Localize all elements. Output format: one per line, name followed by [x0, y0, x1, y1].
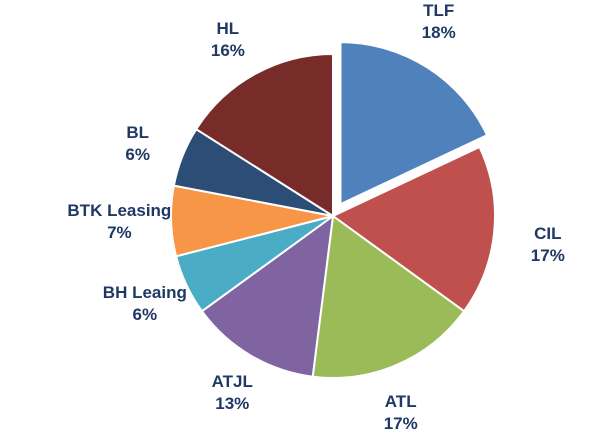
slice-name-btk-leasing: BTK Leasing — [67, 201, 172, 221]
slice-name-atl: ATL — [384, 391, 417, 411]
slice-label-atjl: ATJL 13% — [212, 371, 253, 415]
slice-percent-atl: 17% — [383, 413, 418, 433]
slice-label-bh-leaing: BH Leaing 6% — [103, 282, 187, 326]
slice-percent-atjl: 13% — [215, 394, 250, 414]
pie-slices — [170, 41, 496, 379]
slice-label-btk-leasing: BTK Leasing 7% — [67, 200, 171, 244]
slice-percent-cil: 17% — [530, 246, 565, 266]
slice-name-cil: CIL — [534, 224, 562, 244]
pie-slice-hl — [194, 52, 334, 218]
slice-percent-tlf: 18% — [421, 23, 456, 43]
slice-percent-btk-leasing: 7% — [107, 223, 132, 243]
slice-label-atl: ATL 17% — [384, 391, 418, 435]
slice-percent-hl: 16% — [210, 40, 245, 60]
slice-label-cil: CIL 17% — [531, 223, 565, 267]
slice-name-bh-leaing: BH Leaing — [102, 282, 187, 302]
slice-percent-bl: 6% — [125, 145, 150, 165]
slice-percent-bh-leaing: 6% — [132, 304, 158, 324]
slice-label-bl: BL 6% — [125, 122, 150, 166]
slice-name-atjl: ATJL — [211, 372, 253, 392]
slice-name-hl: HL — [216, 18, 240, 38]
pie-slice-tlf — [339, 41, 489, 206]
slice-name-tlf: TLF — [423, 1, 455, 21]
pie-slice-cil — [331, 145, 496, 313]
pie-slice-atl — [311, 214, 466, 379]
slice-label-hl: HL 16% — [211, 18, 245, 62]
pie-slice-atjl — [200, 213, 335, 378]
slice-label-tlf: TLF 18% — [422, 0, 456, 44]
slice-name-bl: BL — [126, 123, 150, 143]
